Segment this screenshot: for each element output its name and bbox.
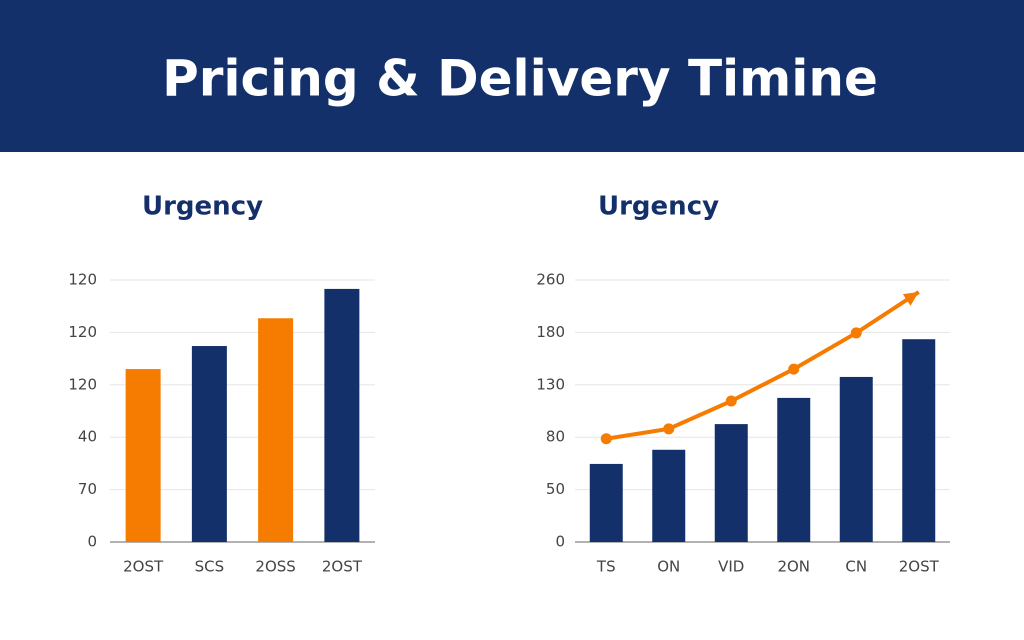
trend-line (605, 290, 920, 441)
y-tick-label: 50 (546, 480, 565, 498)
y-tick-label: 130 (536, 375, 565, 393)
x-tick-label: 2OST (322, 558, 363, 576)
header-bar (0, 0, 1024, 152)
y-tick-label: 80 (546, 428, 565, 446)
chart-subtitle: Urgency (598, 192, 719, 222)
y-tick-label: 120 (68, 375, 97, 393)
x-tick-label: 2ON (777, 558, 810, 576)
x-tick-label: VID (718, 558, 744, 576)
line-point (788, 363, 800, 375)
y-tick-label: 120 (68, 323, 97, 341)
bar (777, 397, 811, 542)
bar (652, 449, 686, 542)
x-tick-label: CN (845, 558, 867, 576)
chart-subtitle: Urgency (142, 192, 263, 222)
line-point (850, 327, 862, 339)
y-tick-label: 0 (87, 533, 97, 551)
bar (125, 369, 161, 542)
x-tick-label: SCS (195, 558, 225, 576)
bar (839, 376, 873, 542)
x-tick-label: 2OSS (255, 558, 295, 576)
line-point (600, 433, 612, 445)
y-tick-label: 180 (536, 323, 565, 341)
line-point (725, 395, 737, 407)
y-tick-label: 260 (536, 271, 565, 289)
x-tick-label: 2OST (899, 558, 940, 576)
arrow-head (902, 292, 919, 306)
x-tick-label: 2OST (123, 558, 164, 576)
bar (258, 318, 294, 542)
y-tick-label: 120 (68, 271, 97, 289)
y-tick-label: 40 (78, 428, 97, 446)
bar (714, 424, 748, 542)
bar (902, 339, 936, 542)
bar (191, 346, 227, 542)
x-tick-label: TS (596, 558, 616, 576)
y-tick-label: 0 (555, 533, 565, 551)
page-title: Pricing & Delivery Timine (162, 50, 878, 108)
bar (324, 288, 360, 542)
bar (589, 463, 623, 542)
line-point (663, 423, 675, 435)
x-tick-label: ON (657, 558, 680, 576)
y-tick-label: 70 (78, 480, 97, 498)
